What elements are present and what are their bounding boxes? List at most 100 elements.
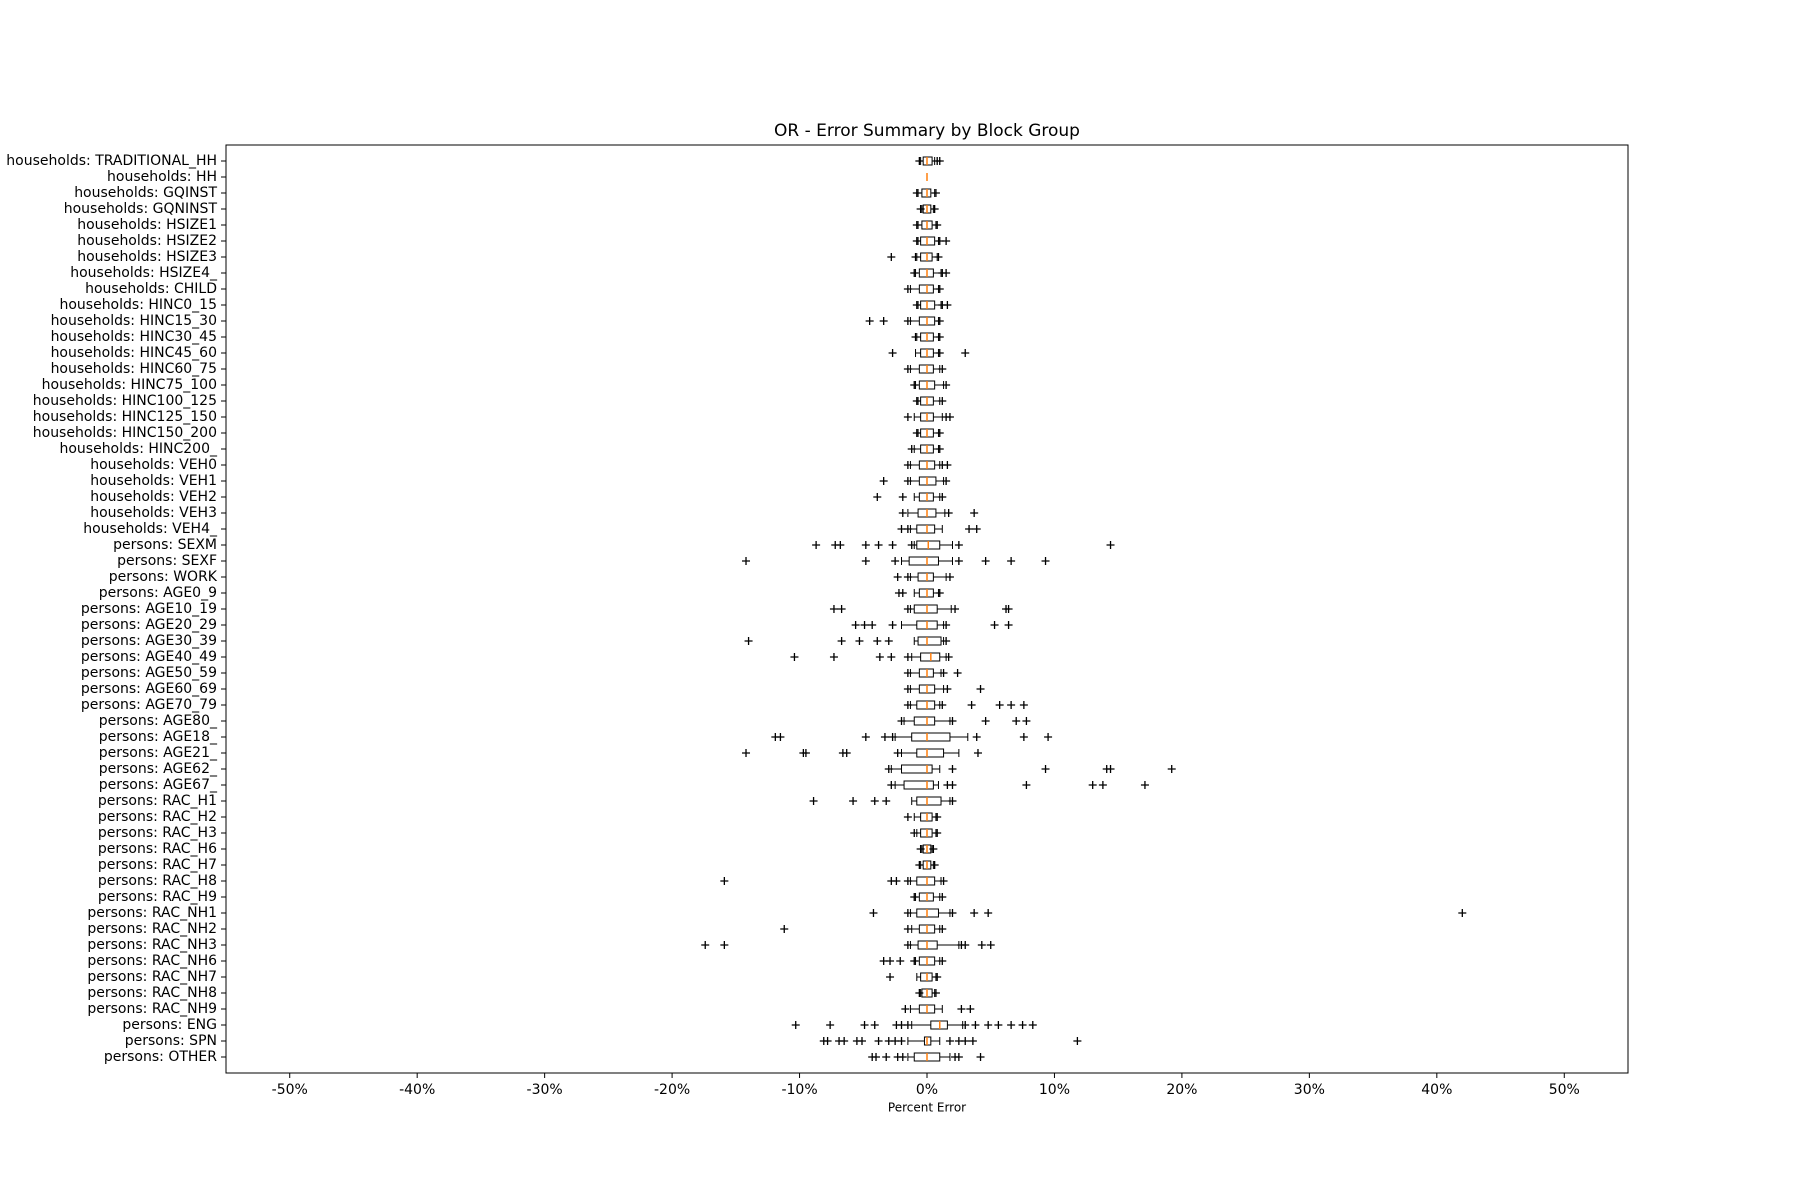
flier — [903, 941, 912, 949]
flier — [954, 1053, 963, 1061]
flier — [1028, 1021, 1037, 1029]
box — [913, 604, 938, 614]
flier — [938, 957, 947, 965]
y-tick-label: households: HSIZE4_ — [70, 265, 218, 281]
y-tick-label: households: GQNINST — [64, 201, 218, 217]
y-tick-label: persons: SEXM — [113, 537, 217, 553]
flier — [976, 1053, 985, 1061]
y-tick-label: persons: RAC_NH8 — [87, 985, 217, 1001]
flier — [887, 781, 896, 789]
flier — [935, 317, 944, 325]
flier — [933, 221, 942, 229]
flier — [861, 557, 870, 565]
y-tick-label: persons: SEXF — [117, 553, 217, 569]
y-tick-label: persons: RAC_NH3 — [87, 937, 217, 953]
x-tick-label: -40% — [399, 1082, 435, 1098]
flier — [930, 861, 939, 869]
flier — [903, 365, 912, 373]
box — [917, 572, 934, 582]
flier — [938, 925, 947, 933]
x-tick-label: -10% — [781, 1082, 817, 1098]
flier — [870, 1021, 879, 1029]
flier — [961, 941, 970, 949]
flier — [977, 941, 986, 949]
y-tick-label: persons: AGE60_69 — [81, 681, 217, 697]
flier — [1044, 733, 1053, 741]
flier — [965, 525, 974, 533]
flier — [1018, 1021, 1027, 1029]
flier — [986, 941, 995, 949]
flier — [903, 925, 912, 933]
flier — [742, 557, 751, 565]
flier — [961, 349, 970, 357]
flier — [826, 1021, 835, 1029]
flier — [1140, 781, 1149, 789]
flier — [861, 733, 870, 741]
flier — [874, 1037, 883, 1045]
flier — [903, 525, 912, 533]
flier — [742, 749, 751, 757]
flier — [912, 189, 921, 197]
flier — [851, 621, 860, 629]
chart-title: OR - Error Summary by Block Group — [774, 121, 1080, 141]
flier — [1019, 733, 1028, 741]
flier — [875, 653, 884, 661]
flier — [915, 989, 924, 997]
flier — [984, 909, 993, 917]
y-tick-label: persons: AGE0_9 — [99, 585, 217, 601]
flier — [1004, 605, 1013, 613]
y-tick-label: persons: RAC_H9 — [98, 889, 217, 905]
box — [916, 796, 942, 806]
flier — [954, 541, 963, 549]
y-tick-label: households: HH — [107, 169, 217, 185]
y-tick-label: households: HINC125_150 — [33, 409, 217, 425]
flier — [1007, 1021, 1016, 1029]
flier — [744, 637, 753, 645]
flier — [829, 605, 838, 613]
y-tick-label: persons: RAC_H6 — [98, 841, 217, 857]
flier — [801, 749, 810, 757]
flier — [981, 557, 990, 565]
flier — [945, 573, 954, 581]
flier — [886, 973, 895, 981]
flier — [861, 541, 870, 549]
flier — [912, 237, 921, 245]
flier — [903, 877, 912, 885]
flier — [945, 413, 954, 421]
flier — [911, 253, 920, 261]
flier — [897, 717, 906, 725]
flier — [938, 701, 947, 709]
flier — [842, 749, 851, 757]
flier — [971, 1021, 980, 1029]
flier — [910, 381, 919, 389]
flier — [897, 1037, 906, 1045]
flier — [939, 877, 948, 885]
flier — [903, 573, 912, 581]
x-tick-label: 40% — [1421, 1082, 1452, 1098]
y-tick-label: persons: RAC_H1 — [98, 793, 217, 809]
flier — [912, 301, 921, 309]
flier — [903, 701, 912, 709]
flier — [898, 493, 907, 501]
box — [908, 556, 939, 566]
flier — [943, 301, 952, 309]
y-tick-label: persons: AGE18_ — [99, 729, 218, 745]
y-tick-label: persons: AGE50_59 — [81, 665, 217, 681]
flier — [888, 733, 897, 741]
flier — [809, 797, 818, 805]
y-tick-label: households: HINC0_15 — [59, 297, 217, 313]
flier — [967, 701, 976, 709]
flier — [1041, 557, 1050, 565]
flier — [938, 893, 947, 901]
flier — [910, 829, 919, 837]
flier — [1088, 781, 1097, 789]
flier — [933, 813, 942, 821]
box — [916, 876, 936, 886]
flier — [903, 669, 912, 677]
x-tick-label: 50% — [1549, 1082, 1580, 1098]
flier — [951, 605, 960, 613]
flier — [1041, 765, 1050, 773]
flier — [1106, 765, 1115, 773]
flier — [903, 1021, 912, 1029]
